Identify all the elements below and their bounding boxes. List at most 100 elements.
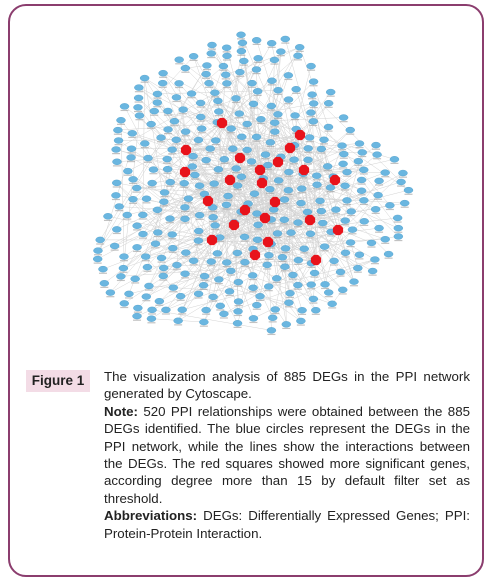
edge [239, 157, 258, 306]
node-label [157, 261, 166, 263]
node-label [278, 260, 287, 263]
edge [307, 148, 355, 282]
edge [226, 47, 263, 184]
gene-node [234, 110, 244, 117]
node-label [119, 271, 128, 273]
node-label [159, 205, 168, 207]
node-label [134, 101, 143, 103]
node-label [284, 103, 293, 105]
node-label [220, 162, 229, 164]
gene-node [293, 281, 303, 289]
gene-node [141, 195, 152, 202]
gene-node [319, 136, 329, 143]
gene-node [269, 206, 279, 213]
gene-node [272, 275, 282, 282]
node-label [320, 250, 329, 252]
gene-node [210, 89, 220, 96]
node-label [307, 69, 316, 71]
node-label [134, 91, 143, 93]
node-label [306, 237, 315, 239]
node-label [288, 278, 297, 280]
node-label [291, 119, 300, 121]
gene-node [252, 88, 263, 95]
gene-node [389, 156, 400, 163]
node-label [151, 247, 160, 249]
node-label [281, 251, 290, 254]
note-text: 520 PPI relationships were obtained betw… [104, 403, 470, 506]
node-label [317, 214, 326, 216]
node-label [222, 51, 231, 53]
gene-node [144, 282, 154, 290]
node-label [214, 282, 223, 285]
gene-node [359, 166, 369, 174]
gene-node [158, 264, 169, 272]
node-label [284, 175, 293, 177]
gene-node [267, 77, 277, 84]
node-label [170, 124, 179, 126]
gene-node [237, 133, 247, 141]
hub-node [298, 164, 310, 176]
node-label [287, 236, 296, 238]
gene-node [133, 304, 143, 312]
node-label [138, 218, 147, 220]
gene-node [359, 218, 369, 225]
gene-node [214, 276, 224, 283]
node-label [194, 234, 203, 236]
gene-node [319, 243, 330, 250]
gene-node [367, 267, 378, 275]
gene-node [273, 87, 283, 94]
gene-node [116, 273, 126, 280]
gene-node [308, 78, 319, 85]
gene-node [288, 271, 298, 279]
gene-node [204, 79, 214, 87]
node-label [264, 258, 273, 260]
gene-node [303, 156, 313, 164]
gene-node [335, 268, 346, 276]
gene-node [222, 259, 232, 266]
gene-node [266, 102, 277, 110]
node-label [324, 130, 333, 132]
gene-node [354, 140, 365, 147]
node-label [263, 268, 272, 270]
node-label [359, 203, 368, 206]
node-label [138, 237, 147, 239]
node-label [284, 306, 293, 308]
node-label [155, 304, 164, 306]
gene-node [112, 226, 122, 233]
node-label [221, 78, 230, 80]
gene-node [233, 308, 243, 315]
node-label [124, 297, 133, 299]
node-label [211, 144, 220, 146]
gene-node [226, 125, 236, 132]
node-label [237, 215, 246, 217]
node-label [394, 239, 403, 242]
node-label [116, 123, 125, 125]
node-label [119, 260, 128, 262]
node-label [346, 246, 355, 248]
gene-node [210, 222, 220, 229]
node-label [367, 246, 376, 248]
gene-node [213, 166, 224, 173]
gene-node [128, 176, 138, 183]
gene-node [357, 149, 367, 156]
gene-node [270, 119, 280, 126]
node-label [280, 223, 289, 225]
node-label [343, 175, 352, 177]
node-label [189, 264, 198, 266]
edge [274, 201, 376, 260]
gene-node [302, 208, 313, 216]
node-label [324, 296, 333, 298]
node-label [132, 191, 141, 193]
node-label [268, 321, 277, 323]
gene-node [342, 168, 352, 176]
gene-node [158, 79, 168, 87]
node-label [147, 322, 156, 324]
edge [238, 182, 263, 283]
node-label [397, 185, 406, 187]
node-label [276, 55, 285, 57]
note-label: Note: [104, 403, 138, 419]
node-label [398, 176, 407, 178]
node-label [98, 272, 107, 274]
gene-node [201, 70, 211, 78]
node-label [115, 210, 124, 212]
